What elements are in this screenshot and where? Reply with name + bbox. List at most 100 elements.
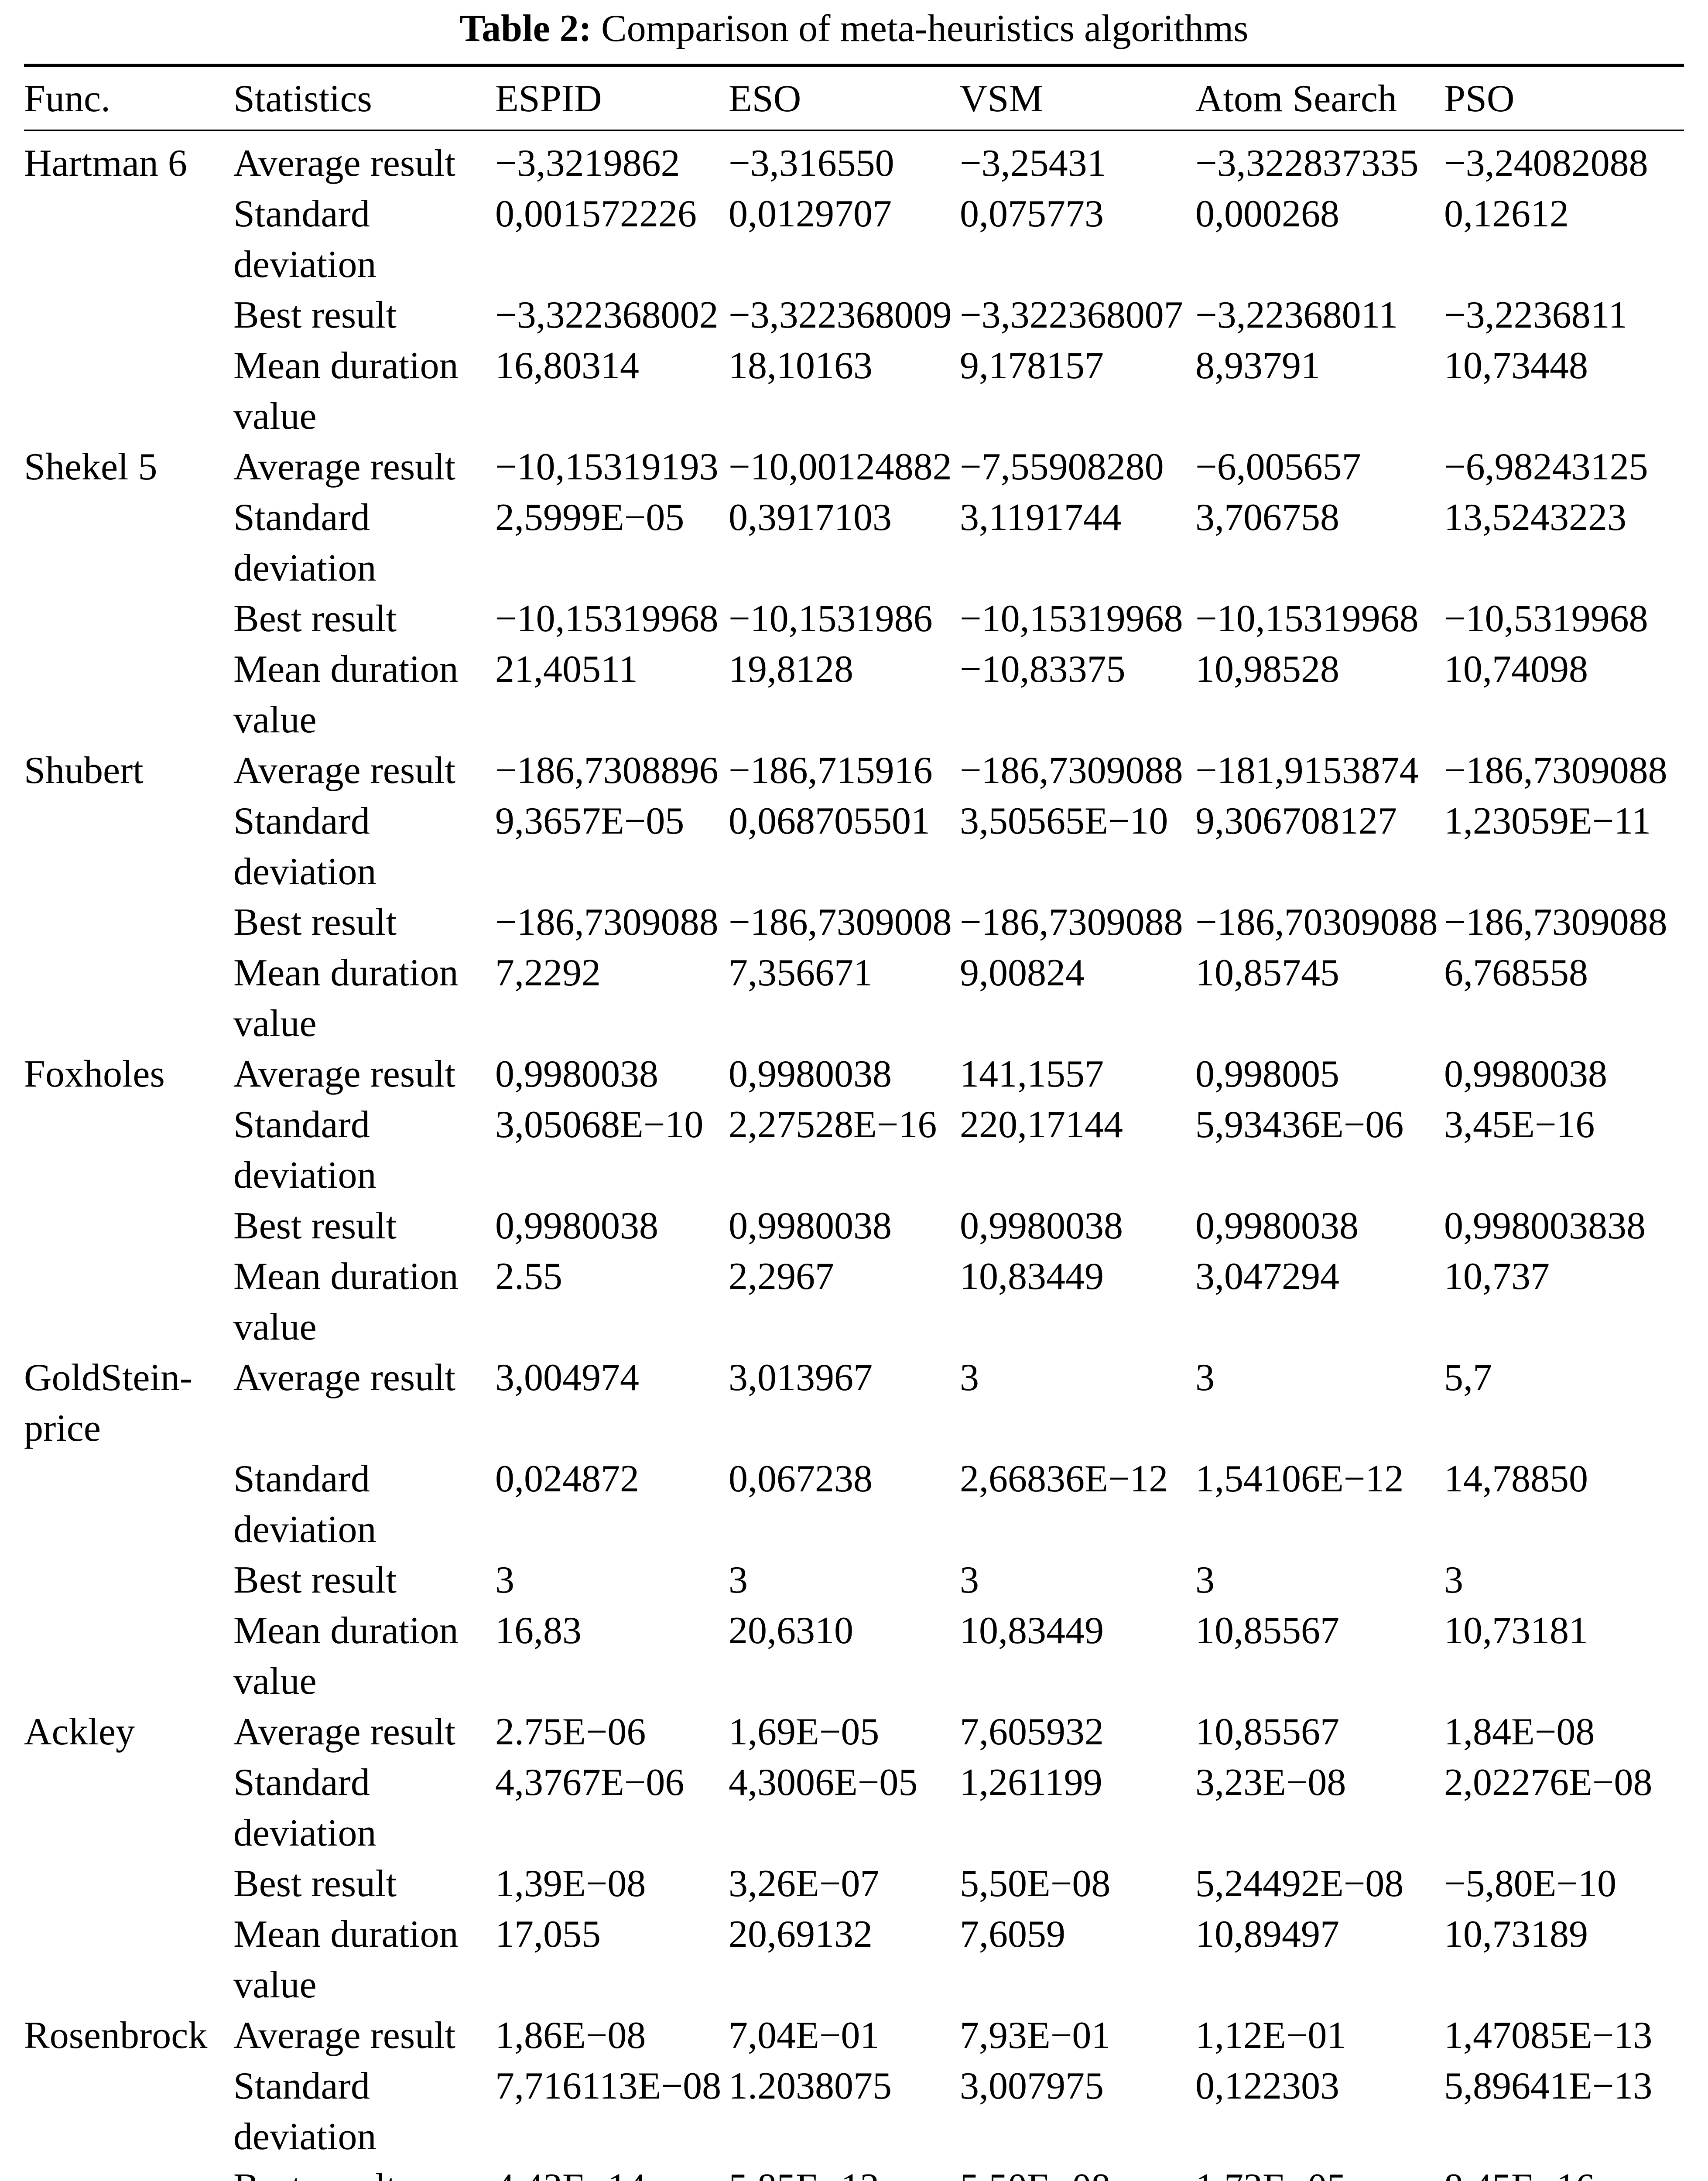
value-cell: 7,605932 bbox=[960, 1711, 1104, 1753]
table-row: Best result −10,15319968 −10,1531986 −10,15… bbox=[24, 594, 1684, 644]
value-cell: 10,73189 bbox=[1444, 1913, 1588, 1955]
value-cell: 1,39E−08 bbox=[495, 1863, 646, 1905]
table-row: Rosenbrock Average result 1,86E−08 7,04E−01… bbox=[24, 2010, 1684, 2061]
table-row: Hartman 6 Average result −3,3219862 −3,3165… bbox=[24, 130, 1684, 189]
value-cell: 2,66836E−12 bbox=[960, 1458, 1168, 1500]
table-row: Best result 0,9980038 0,9980038 0,9980038 0,… bbox=[24, 1201, 1684, 1251]
value-cell: 9,178157 bbox=[960, 345, 1104, 387]
value-cell: 16,83 bbox=[495, 1610, 582, 1652]
value-cell: 7,93E−01 bbox=[960, 2014, 1111, 2057]
value-cell: 0,9980038 bbox=[495, 1205, 658, 1247]
table-row: Best result −3,322368002 −3,322368009 −3,32… bbox=[24, 290, 1684, 341]
value-cell: 2,02276E−08 bbox=[1444, 1761, 1653, 1804]
value-cell: −7,55908280 bbox=[960, 446, 1164, 488]
value-cell: 0,9980038 bbox=[1195, 1205, 1359, 1247]
value-cell: 0,9980038 bbox=[729, 1205, 892, 1247]
function-name bbox=[24, 1454, 233, 1555]
value-cell: 10,83449 bbox=[960, 1255, 1104, 1298]
statistic-label: Mean duration value bbox=[233, 1913, 459, 2006]
statistic-label: Best result bbox=[233, 1863, 397, 1905]
value-cell: 9,3657E−05 bbox=[495, 800, 685, 842]
table-row: Ackley Average result 2.75E−06 1,69E−05 7,60… bbox=[24, 1707, 1684, 1757]
function-name: Foxholes bbox=[24, 1053, 165, 1095]
value-cell: −10,83375 bbox=[960, 648, 1126, 691]
value-cell: 220,17144 bbox=[960, 1104, 1123, 1146]
table-caption: Table 2: Comparison of meta-heuristics a… bbox=[24, 6, 1684, 51]
value-cell: −186,7309088 bbox=[960, 901, 1183, 944]
value-cell: 10,74098 bbox=[1444, 648, 1588, 691]
function-name bbox=[24, 1251, 233, 1353]
value-cell: 9,00824 bbox=[960, 952, 1085, 994]
column-header-vsm: VSM bbox=[960, 78, 1043, 120]
statistic-label: Mean duration value bbox=[233, 1255, 459, 1348]
value-cell: 13,5243223 bbox=[1444, 496, 1626, 539]
value-cell: 1,47085E−13 bbox=[1444, 2014, 1653, 2057]
value-cell: −3,322368007 bbox=[960, 294, 1183, 336]
value-cell: 10,89497 bbox=[1195, 1913, 1339, 1955]
value-cell: 18,10163 bbox=[729, 345, 873, 387]
value-cell: 20,69132 bbox=[729, 1913, 873, 1955]
table-row: Best result −186,7309088 −186,7309008 −186,… bbox=[24, 897, 1684, 948]
statistic-label: Best result bbox=[233, 901, 397, 944]
table-row: Best result4,43E−145,85E−125,50E−081,73E… bbox=[24, 2162, 1684, 2181]
value-cell: 5,93436E−06 bbox=[1195, 1104, 1404, 1146]
value-cell: 4,43E−14 bbox=[495, 2162, 729, 2181]
value-cell: 3,45E−16 bbox=[1444, 1104, 1595, 1146]
value-cell: −3,22368011 bbox=[1195, 294, 1398, 336]
table-header: Func. Statistics ESPID ESO VSM Atom Search PSO bbox=[24, 65, 1684, 130]
value-cell: 0,9980038 bbox=[960, 1205, 1123, 1247]
statistic-label: Standard deviation bbox=[233, 1761, 377, 1854]
table-row: Foxholes Average result 0,9980038 0,9980038… bbox=[24, 1049, 1684, 1100]
function-name bbox=[24, 897, 233, 948]
value-cell: 0,9980038 bbox=[1444, 1053, 1607, 1095]
value-cell: 0,000268 bbox=[1195, 193, 1339, 235]
value-cell: −10,00124882 bbox=[729, 446, 952, 488]
statistic-label: Mean duration value bbox=[233, 952, 459, 1045]
table-row: Mean duration value 2.55 2,2967 10,83449 3,0… bbox=[24, 1251, 1684, 1353]
function-name bbox=[24, 796, 233, 897]
table-row: GoldStein-price Average result 3,004974 3,0… bbox=[24, 1353, 1684, 1454]
value-cell: 19,8128 bbox=[729, 648, 853, 691]
table-header-row: Func. Statistics ESPID ESO VSM Atom Search PSO bbox=[24, 65, 1684, 130]
value-cell: 7,356671 bbox=[729, 952, 873, 994]
function-name bbox=[24, 492, 233, 594]
table-row: Standard deviation 0,024872 0,067238 2,6683… bbox=[24, 1454, 1684, 1555]
statistic-label: Mean duration value bbox=[233, 345, 459, 438]
value-cell: 0,3917103 bbox=[729, 496, 892, 539]
value-cell: 10,85567 bbox=[1195, 1610, 1339, 1652]
statistic-label: Standard deviation bbox=[233, 1104, 377, 1196]
value-cell: 0,9980038 bbox=[495, 1053, 658, 1095]
table-caption-label: Table 2: bbox=[459, 7, 592, 50]
statistic-label: Average result bbox=[233, 1711, 456, 1753]
value-cell: 21,40511 bbox=[495, 648, 638, 691]
table-row: Mean duration value 21,40511 19,8128 −10,83… bbox=[24, 644, 1684, 745]
value-cell: 3 bbox=[960, 1559, 979, 1601]
value-cell: 1,73E−05 bbox=[1195, 2162, 1444, 2181]
value-cell: −10,15319968 bbox=[1195, 598, 1419, 640]
function-name bbox=[24, 1757, 233, 1859]
table-row: Best result 1,39E−08 3,26E−07 5,50E−08 5,244… bbox=[24, 1859, 1684, 1909]
value-cell: 17,055 bbox=[495, 1913, 601, 1955]
value-cell: 0,998005 bbox=[1195, 1053, 1339, 1095]
value-cell: 16,80314 bbox=[495, 345, 639, 387]
value-cell: 7,2292 bbox=[495, 952, 601, 994]
table-row: Standard deviation 0,001572226 0,0129707 0,… bbox=[24, 189, 1684, 290]
table-row: Standard deviation 9,3657E−05 0,068705501 3… bbox=[24, 796, 1684, 897]
function-name: Rosenbrock bbox=[24, 2014, 208, 2057]
value-cell: 8,45E−16 bbox=[1444, 2162, 1684, 2181]
value-cell: −181,9153874 bbox=[1195, 749, 1419, 792]
statistic-label: Average result bbox=[233, 749, 456, 792]
function-name: GoldStein-price bbox=[24, 1357, 193, 1449]
value-cell: 4,3767E−06 bbox=[495, 1761, 685, 1804]
table-row: Best result 3 3 3 3 3 bbox=[24, 1555, 1684, 1606]
function-name bbox=[24, 2162, 233, 2181]
value-cell: 2,27528E−16 bbox=[729, 1104, 937, 1146]
value-cell: −6,98243125 bbox=[1444, 446, 1648, 488]
value-cell: −186,7309088 bbox=[1444, 901, 1667, 944]
value-cell: 9,306708127 bbox=[1195, 800, 1397, 842]
value-cell: −5,80E−10 bbox=[1444, 1863, 1617, 1905]
value-cell: 5,7 bbox=[1444, 1357, 1492, 1399]
value-cell: 1,86E−08 bbox=[495, 2014, 646, 2057]
statistic-label: Best result bbox=[233, 1559, 397, 1601]
